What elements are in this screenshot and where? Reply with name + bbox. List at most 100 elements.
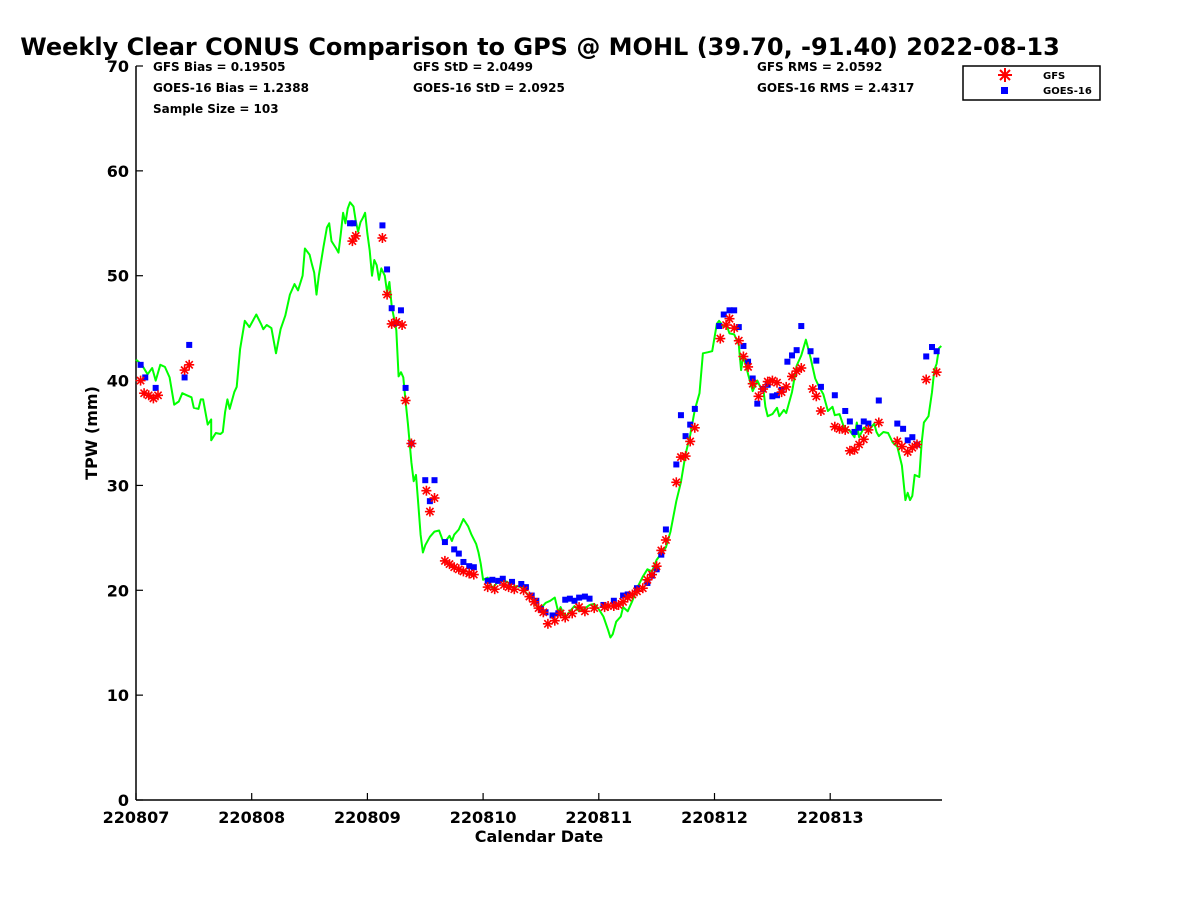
goes-point [422,477,429,484]
gfs-point [139,388,150,399]
goes-point [566,595,573,602]
goes-point [716,323,723,330]
legend: GFS GOES-16 [962,65,1101,101]
goes-point [549,612,556,619]
y-tick-label: 0 [118,791,129,810]
gfs-point [533,603,544,614]
legend-goes-label: GOES-16 [1043,86,1092,97]
gfs-point [468,569,479,580]
gfs-point [574,602,585,613]
goes-point [923,353,930,360]
goes-point [793,347,800,354]
gfs-point [647,569,657,580]
gfs-point [815,406,826,416]
goes-point [384,266,391,273]
goes-point [586,595,593,602]
goes-bias: GOES-16 Bias = 1.2388 [153,81,309,95]
series-line [135,201,942,639]
goes-point [181,374,188,381]
goes-point [350,220,357,227]
gfs-point [529,596,539,607]
goes-point [769,393,776,400]
goes-point [789,352,796,359]
goes-point [533,597,540,604]
gfs-point [184,359,195,370]
goes-point [142,374,149,381]
gfs-point [729,323,740,334]
goes-point [489,576,496,583]
legend-gfs-marker [998,68,1012,82]
goes-point [562,596,569,603]
goes-point [856,424,863,431]
legend-goes-marker [1001,87,1008,94]
gfs-point [907,442,918,453]
y-tick-label: 60 [107,162,129,181]
goes-point [831,392,838,399]
gfs-point [518,585,529,596]
x-tick-label: 220812 [681,808,748,827]
goes-point [682,433,689,440]
gfs-point [807,384,818,394]
goes-rms: GOES-16 RMS = 2.4317 [757,81,914,95]
goes-point [754,400,761,407]
goes-point [677,412,684,419]
gfs-point [796,363,807,373]
gfs-point [931,367,942,378]
gfs-point [135,375,146,386]
gfs-point [651,561,662,572]
goes-point [152,384,159,391]
gfs-point [747,378,758,389]
goes-point [894,420,901,427]
goes-point [576,594,583,601]
goes-point [620,592,627,599]
gfs-point [482,582,493,593]
goes-point [571,597,578,604]
y-axis-label: TPW (mm) [82,386,101,480]
goes-point [846,418,853,425]
goes-point [137,361,144,368]
gfs-point [400,395,411,406]
gfs-point [724,313,735,324]
goes-point [379,222,386,229]
goes-point [402,384,409,391]
gfs-point [627,589,638,600]
goes-point [495,577,502,584]
y-tick-label: 40 [107,372,129,391]
goes-point [904,437,911,444]
gfs-point [153,390,163,401]
gfs-point [738,351,749,362]
gfs-rms: GFS RMS = 2.0592 [757,60,882,74]
gfs-std: GFS StD = 2.0499 [413,60,533,74]
goes-point [673,461,680,468]
gfs-point [382,289,393,300]
y-ticks: 0 10 20 30 40 50 60 70 [107,57,143,810]
goes-point [735,324,742,331]
goes-point [426,498,433,505]
y-tick-label: 50 [107,267,129,286]
gfs-point [660,535,671,545]
goes-point [929,344,936,351]
goes-point [484,577,491,584]
goes-point [460,558,467,565]
goes-point [933,348,940,355]
gfs-point [489,584,500,595]
gfs-point [873,417,884,428]
goes-point [784,358,791,365]
y-tick-label: 20 [107,581,129,600]
goes-point [731,307,738,314]
goes-point [842,407,849,414]
goes-point [875,397,882,404]
legend-gfs-label: GFS [1043,71,1065,82]
chart-title: Weekly Clear CONUS Comparison to GPS @ M… [20,33,1060,61]
goes-point [691,405,698,412]
gfs-point [350,230,361,241]
gfs-point [787,371,797,382]
gfs-point [896,441,907,452]
goes-point [610,597,617,604]
goes-point [900,425,907,432]
gfs-point [579,606,590,617]
gfs-point [772,377,782,388]
gfs-point [637,583,648,594]
goes-point [581,593,588,600]
